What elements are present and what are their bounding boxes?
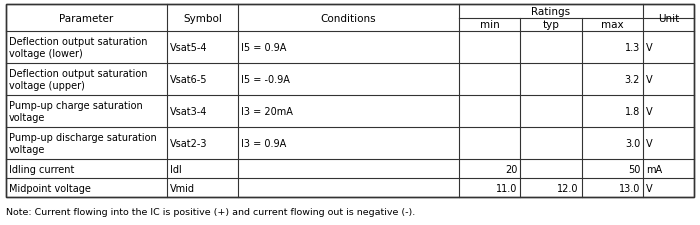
Text: Idling current: Idling current — [9, 164, 74, 174]
Text: I5 = 0.9A: I5 = 0.9A — [241, 43, 286, 53]
Text: Vsat3-4: Vsat3-4 — [170, 107, 207, 117]
Text: V: V — [646, 183, 652, 193]
Text: 50: 50 — [628, 164, 640, 174]
Text: Symbol: Symbol — [183, 14, 222, 23]
Text: typ: typ — [542, 20, 559, 30]
Text: 1.8: 1.8 — [625, 107, 640, 117]
Text: 13.0: 13.0 — [619, 183, 640, 193]
Text: 12.0: 12.0 — [557, 183, 579, 193]
Text: 11.0: 11.0 — [496, 183, 517, 193]
Text: Deflection output saturation
voltage (upper): Deflection output saturation voltage (up… — [9, 69, 148, 90]
Bar — [6, 5, 694, 197]
Text: Idl: Idl — [170, 164, 182, 174]
Text: Midpoint voltage: Midpoint voltage — [9, 183, 91, 193]
Text: Deflection output saturation
voltage (lower): Deflection output saturation voltage (lo… — [9, 37, 148, 58]
Text: Parameter: Parameter — [60, 14, 113, 23]
Text: I5 = -0.9A: I5 = -0.9A — [241, 75, 290, 85]
Text: V: V — [646, 43, 652, 53]
Text: I3 = 0.9A: I3 = 0.9A — [241, 139, 286, 148]
Text: min: min — [480, 20, 500, 30]
Text: Conditions: Conditions — [321, 14, 377, 23]
Text: Vsat2-3: Vsat2-3 — [170, 139, 207, 148]
Text: Ratings: Ratings — [531, 7, 570, 17]
Text: 20: 20 — [505, 164, 517, 174]
Text: Vmid: Vmid — [170, 183, 195, 193]
Bar — [6, 5, 694, 32]
Text: Unit: Unit — [658, 14, 679, 23]
Bar — [6, 5, 694, 197]
Text: Pump-up discharge saturation
voltage: Pump-up discharge saturation voltage — [9, 133, 157, 154]
Text: 3.2: 3.2 — [624, 75, 640, 85]
Text: 3.0: 3.0 — [625, 139, 640, 148]
Text: 1.3: 1.3 — [625, 43, 640, 53]
Text: V: V — [646, 107, 652, 117]
Text: V: V — [646, 139, 652, 148]
Text: V: V — [646, 75, 652, 85]
Text: Vsat5-4: Vsat5-4 — [170, 43, 207, 53]
Text: Pump-up charge saturation
voltage: Pump-up charge saturation voltage — [9, 101, 143, 122]
Text: Note: Current flowing into the IC is positive (+) and current flowing out is neg: Note: Current flowing into the IC is pos… — [6, 207, 415, 216]
Text: mA: mA — [646, 164, 662, 174]
Text: max: max — [601, 20, 624, 30]
Text: I3 = 20mA: I3 = 20mA — [241, 107, 293, 117]
Text: Vsat6-5: Vsat6-5 — [170, 75, 207, 85]
